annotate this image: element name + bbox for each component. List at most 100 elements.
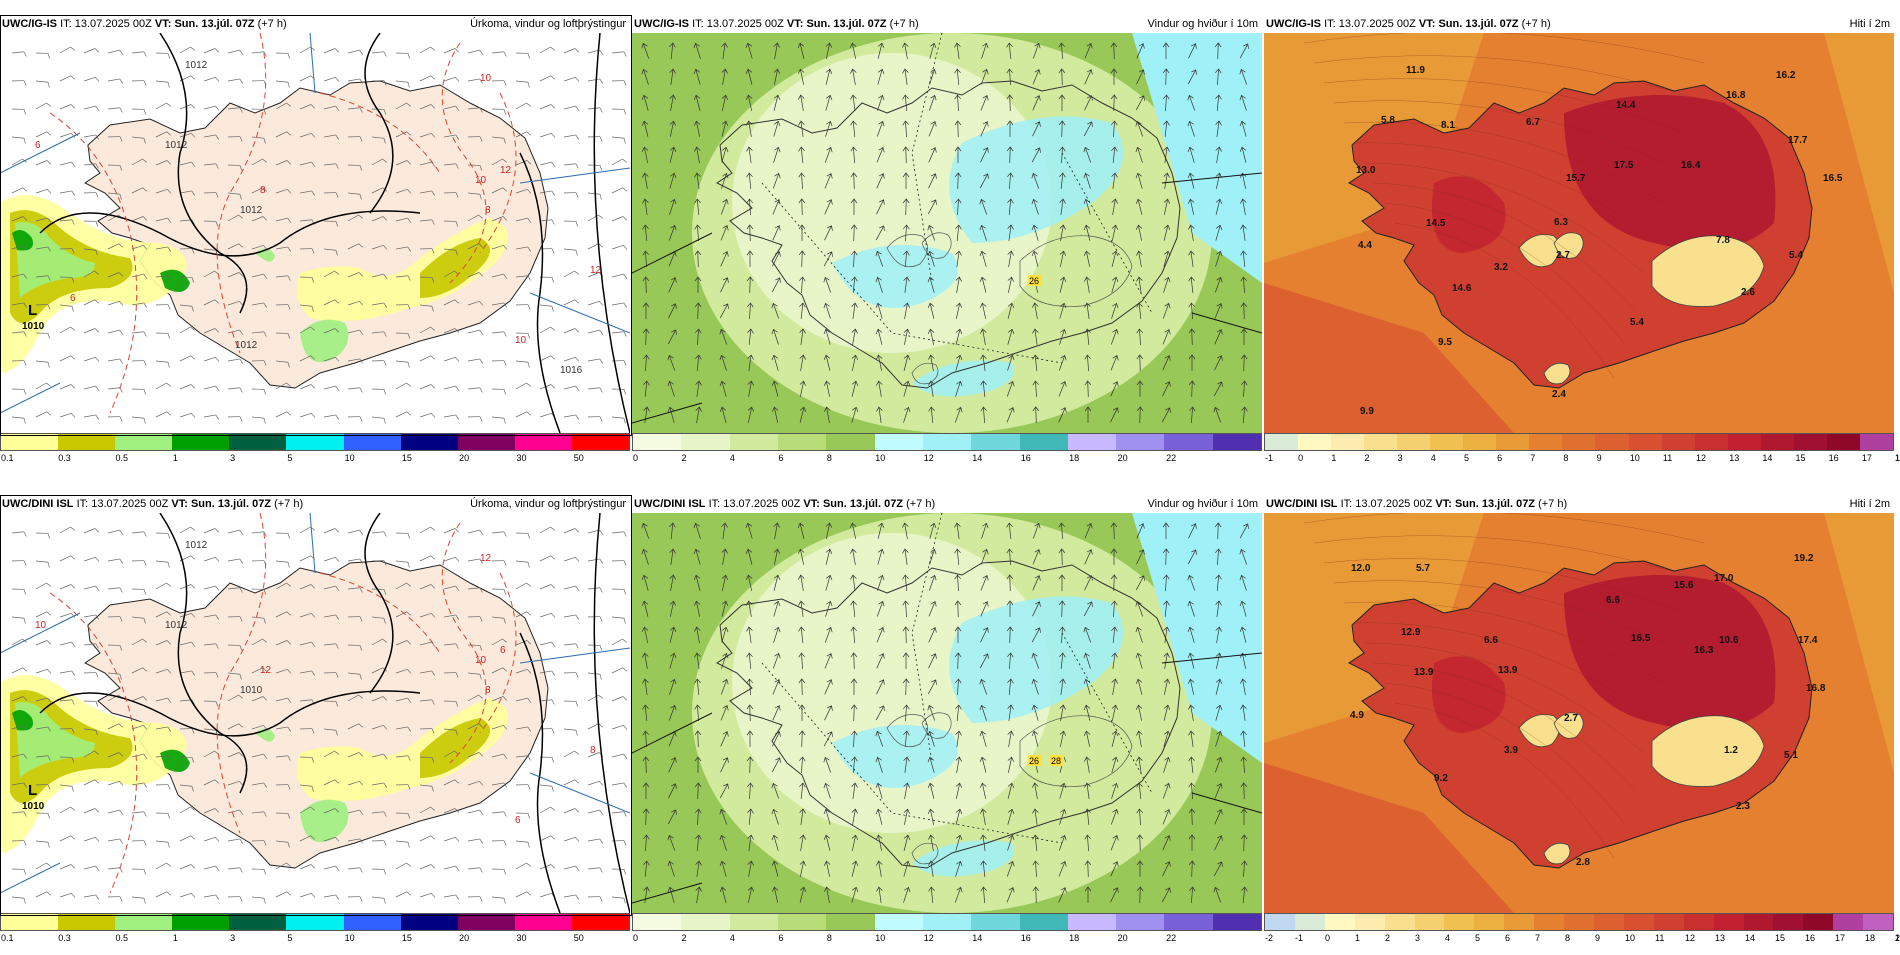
legend-tick-label: 30 [516, 452, 526, 464]
legend-tick-label: 5 [287, 932, 292, 944]
lead-time: (+7 h) [906, 498, 935, 510]
legend-swatch [1020, 914, 1068, 930]
temperature-value: 6.7 [1526, 117, 1540, 128]
temperature-value: 16.8 [1726, 90, 1746, 101]
legend-tick-label: 14 [1762, 452, 1772, 464]
temperature-value: 12.9 [1401, 627, 1421, 638]
legend-swatch [58, 434, 115, 450]
isobar-label: 1012 [165, 620, 188, 631]
legend-swatch [458, 914, 515, 930]
lead-time: (+7 h) [890, 18, 919, 30]
it-value: 13.07.2025 00Z [707, 18, 784, 30]
temperature-value: 16.5 [1823, 173, 1843, 184]
legend-swatch [1430, 434, 1463, 450]
legend-swatch [1295, 914, 1325, 930]
temperature-value: 3.2 [1494, 262, 1508, 273]
legend-tick-label: 2 [1364, 452, 1369, 464]
gust-value: 28 [1051, 756, 1061, 766]
legend-tick-label: 19 [1895, 452, 1900, 464]
legend-swatch [1562, 434, 1595, 450]
wind-map-svg: 26 [632, 33, 1262, 433]
product-title: Hiti í 2m [1850, 15, 1890, 33]
legend-tick-label: 3 [1398, 452, 1403, 464]
legend-swatch [875, 434, 923, 450]
isotherm-label: 12 [480, 553, 492, 564]
legend-tick-label: 3 [230, 452, 235, 464]
temperature-value: 1.2 [1724, 745, 1738, 756]
isotherm-label: 8 [485, 205, 491, 216]
legend-swatch [1744, 914, 1774, 930]
legend-tick-label: 15 [402, 452, 412, 464]
isotherm-label: 12 [260, 665, 272, 676]
legend-tick-label: 12 [924, 932, 934, 944]
temperature-value: 14.5 [1426, 218, 1446, 229]
legend-swatch [1863, 914, 1893, 930]
legend-swatch [1860, 434, 1893, 450]
legend-tick-label: 18 [1865, 932, 1875, 944]
legend-swatch [1827, 434, 1860, 450]
legend-temperature: -1012345678910111213141516171819 [1264, 433, 1894, 465]
legend-swatch [1728, 434, 1761, 450]
legend-tick-label: 20 [1118, 452, 1128, 464]
temperature-value: 6.6 [1484, 635, 1498, 646]
temperature-value: 16.8 [1806, 683, 1826, 694]
temperature-value: 17.4 [1798, 635, 1818, 646]
legend-swatch [826, 434, 874, 450]
legend-swatch [633, 914, 681, 930]
temperature-value: 17.7 [1788, 135, 1808, 146]
temperature-value: 7.8 [1716, 235, 1730, 246]
legend-tick-label: 0 [1298, 452, 1303, 464]
legend-tick-label: 10 [345, 932, 355, 944]
temperature-value: 2.4 [1552, 389, 1566, 400]
legend-tick-label: 8 [827, 452, 832, 464]
lead-time: (+7 h) [258, 18, 287, 30]
legend-tick-label: -2 [1265, 932, 1273, 944]
model-name: UWC/DINI ISL [1266, 498, 1338, 510]
temperature-value: 16.3 [1694, 645, 1714, 656]
legend-tick-label: 11 [1663, 452, 1672, 464]
legend-swatch [971, 914, 1019, 930]
isobar-label: 1010 [240, 685, 263, 696]
legend-tick-label: 0.1 [1, 452, 14, 464]
legend-tick-label: 16 [1805, 932, 1815, 944]
panel-header: UWC/IG-IS IT: 13.07.2025 00Z VT: Sun. 13… [0, 15, 630, 33]
it-label: IT: [709, 498, 721, 510]
legend-tick-label: 14 [1745, 932, 1755, 944]
it-label: IT: [77, 498, 89, 510]
legend-tick-label: 7 [1535, 932, 1540, 944]
legend-swatch [1068, 914, 1116, 930]
legend-swatch [1213, 914, 1261, 930]
legend-tick-label: 20 [459, 932, 469, 944]
legend-swatch [1298, 434, 1331, 450]
panel-header: UWC/IG-IS IT: 13.07.2025 00Z VT: Sun. 13… [632, 15, 1262, 33]
legend-swatch [1, 914, 58, 930]
legend-ticks: -1012345678910111213141516171819 [1264, 452, 1894, 465]
temperature-value: 9.9 [1360, 406, 1374, 417]
temperature-value: 9.2 [1434, 773, 1448, 784]
legend-swatch [1213, 434, 1261, 450]
legend-tick-label: 10 [875, 932, 885, 944]
temperature-value: 16.5 [1631, 633, 1651, 644]
model-name: UWC/DINI ISL [2, 498, 74, 510]
legend-swatch [58, 914, 115, 930]
legend-swatch [971, 434, 1019, 450]
legend-swatch [401, 434, 458, 450]
legend-swatch [286, 434, 343, 450]
it-value: 13.07.2025 00Z [1355, 498, 1432, 510]
vt-label: VT: [787, 18, 804, 30]
isotherm-label: 6 [515, 815, 521, 826]
temperature-value: 5.4 [1630, 317, 1644, 328]
legend-tick-label: 1 [1331, 452, 1336, 464]
temperature-value: 16.4 [1681, 160, 1701, 171]
temperature-value: 9.5 [1438, 337, 1452, 348]
legend-tick-label: 12 [924, 452, 934, 464]
map-wind: 26 [632, 33, 1262, 433]
lead-time: (+7 h) [1522, 18, 1551, 30]
legend-swatch [1331, 434, 1364, 450]
